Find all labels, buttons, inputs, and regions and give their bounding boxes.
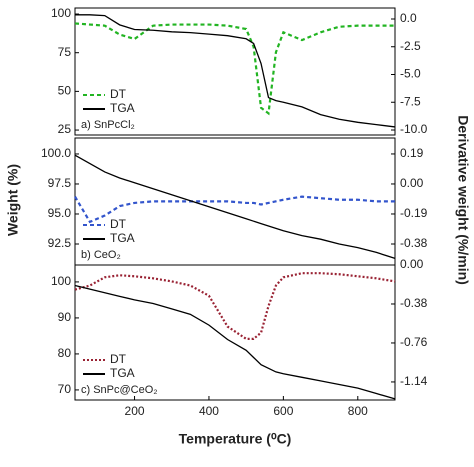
y2-tick-label: -1.14 xyxy=(400,374,428,388)
x-tick-label: 600 xyxy=(273,404,293,418)
data-line xyxy=(75,14,396,128)
legend-label: DT xyxy=(110,87,127,101)
data-line xyxy=(74,272,396,340)
y2-tick-label: 0.19 xyxy=(400,146,424,160)
y-tick-label: 97.5 xyxy=(48,176,72,190)
legend-label: DT xyxy=(110,217,127,231)
y-tick-label: 100 xyxy=(51,274,71,288)
data-line xyxy=(74,195,395,224)
panel-label: b) CeO₂ xyxy=(81,249,121,261)
y2-axis-label: Derivative weight (%/min) xyxy=(455,115,471,285)
y-tick-label: 92.5 xyxy=(48,236,72,250)
y-axis-label: Weight (%) xyxy=(5,164,21,236)
y2-tick-label: -7.5 xyxy=(400,94,421,108)
legend-label: TGA xyxy=(110,366,135,380)
x-axis-label: Temperature (⁰C) xyxy=(179,431,292,447)
x-tick-label: 200 xyxy=(125,404,145,418)
panel-label: a) SnPcCl₂ xyxy=(81,119,135,131)
y-tick-label: 70 xyxy=(58,382,72,396)
y2-tick-label: -0.38 xyxy=(400,236,428,250)
data-line xyxy=(74,284,396,400)
plot-frame xyxy=(74,264,396,401)
y2-tick-label: -5.0 xyxy=(400,67,421,81)
legend-label: TGA xyxy=(110,231,135,245)
plot-frame xyxy=(74,7,396,136)
panel-label: c) SnPc@CeO₂ xyxy=(81,384,158,396)
y-tick-label: 100.0 xyxy=(41,146,71,160)
y-tick-label: 80 xyxy=(58,346,72,360)
y-tick-label: 50 xyxy=(58,84,72,98)
y2-tick-label: 0.0 xyxy=(400,11,417,25)
y2-tick-label: -0.19 xyxy=(400,206,428,220)
y-tick-label: 90 xyxy=(58,310,72,324)
y-tick-label: 75 xyxy=(58,45,72,59)
x-tick-label: 800 xyxy=(348,404,368,418)
y2-tick-label: 0.00 xyxy=(400,176,424,190)
y-tick-label: 25 xyxy=(58,122,72,136)
y2-tick-label: -0.76 xyxy=(400,335,428,349)
legend-label: TGA xyxy=(110,101,135,115)
y2-tick-label: -0.38 xyxy=(400,296,428,310)
y2-tick-label: -10.0 xyxy=(400,122,428,136)
data-line xyxy=(74,22,395,116)
y-tick-label: 95.0 xyxy=(48,206,72,220)
y2-tick-label: -2.5 xyxy=(400,39,421,53)
legend-label: DT xyxy=(110,352,127,366)
data-line xyxy=(74,154,396,260)
y2-tick-label: 0.00 xyxy=(400,257,424,271)
x-tick-label: 400 xyxy=(199,404,219,418)
y-tick-label: 100 xyxy=(51,6,71,20)
